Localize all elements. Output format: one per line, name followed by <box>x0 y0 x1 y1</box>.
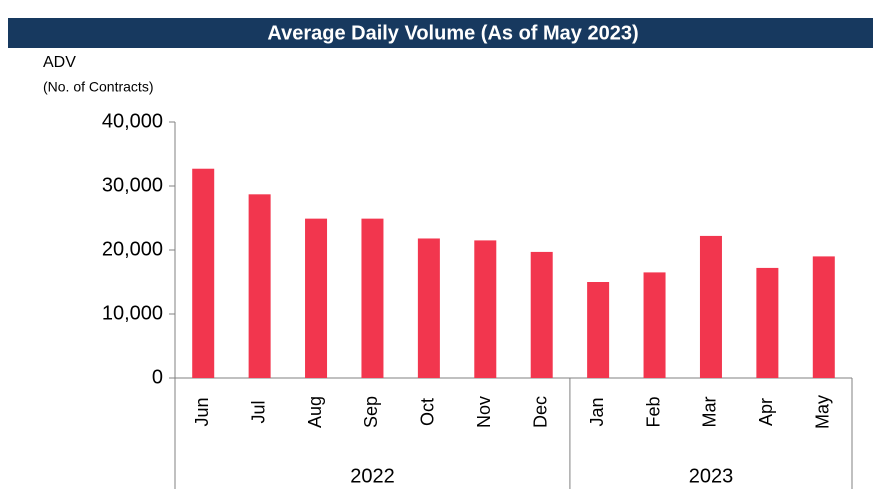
y-axis-sublabel: (No. of Contracts) <box>43 79 153 95</box>
x-tick-label: Feb <box>643 396 663 427</box>
x-tick-label: Nov <box>474 396 494 428</box>
bar <box>812 256 835 378</box>
bar <box>248 194 271 378</box>
x-tick-label: Dec <box>530 396 550 428</box>
x-tick-label: Mar <box>700 396 720 427</box>
x-tick-label: Aug <box>305 396 325 428</box>
bar <box>587 282 610 378</box>
x-tick-label: Jan <box>587 397 607 426</box>
y-tick-label: 30,000 <box>102 174 163 196</box>
bar <box>305 218 328 378</box>
bar <box>756 267 779 378</box>
group-label: 2022 <box>350 465 395 487</box>
bar <box>474 240 497 378</box>
title-banner <box>8 18 873 48</box>
bar <box>417 238 440 378</box>
x-tick-label: Sep <box>361 396 381 428</box>
y-tick-label: 10,000 <box>102 302 163 324</box>
bar <box>643 272 666 378</box>
y-tick-label: 20,000 <box>102 238 163 260</box>
y-tick-label: 0 <box>152 366 163 388</box>
bar <box>361 218 384 378</box>
chart-title: Average Daily Volume (As of May 2023) <box>267 22 638 44</box>
x-tick-label: May <box>813 395 833 429</box>
bar <box>192 168 215 378</box>
bar <box>699 235 722 378</box>
x-tick-label: Jul <box>248 400 268 423</box>
x-tick-label: Jun <box>192 397 212 426</box>
y-tick-label: 40,000 <box>102 110 163 132</box>
x-tick-label: Oct <box>418 398 438 426</box>
y-axis-label: ADV <box>43 54 76 71</box>
x-tick-label: Apr <box>756 398 776 426</box>
bar <box>530 251 553 378</box>
group-label: 2023 <box>689 465 734 487</box>
